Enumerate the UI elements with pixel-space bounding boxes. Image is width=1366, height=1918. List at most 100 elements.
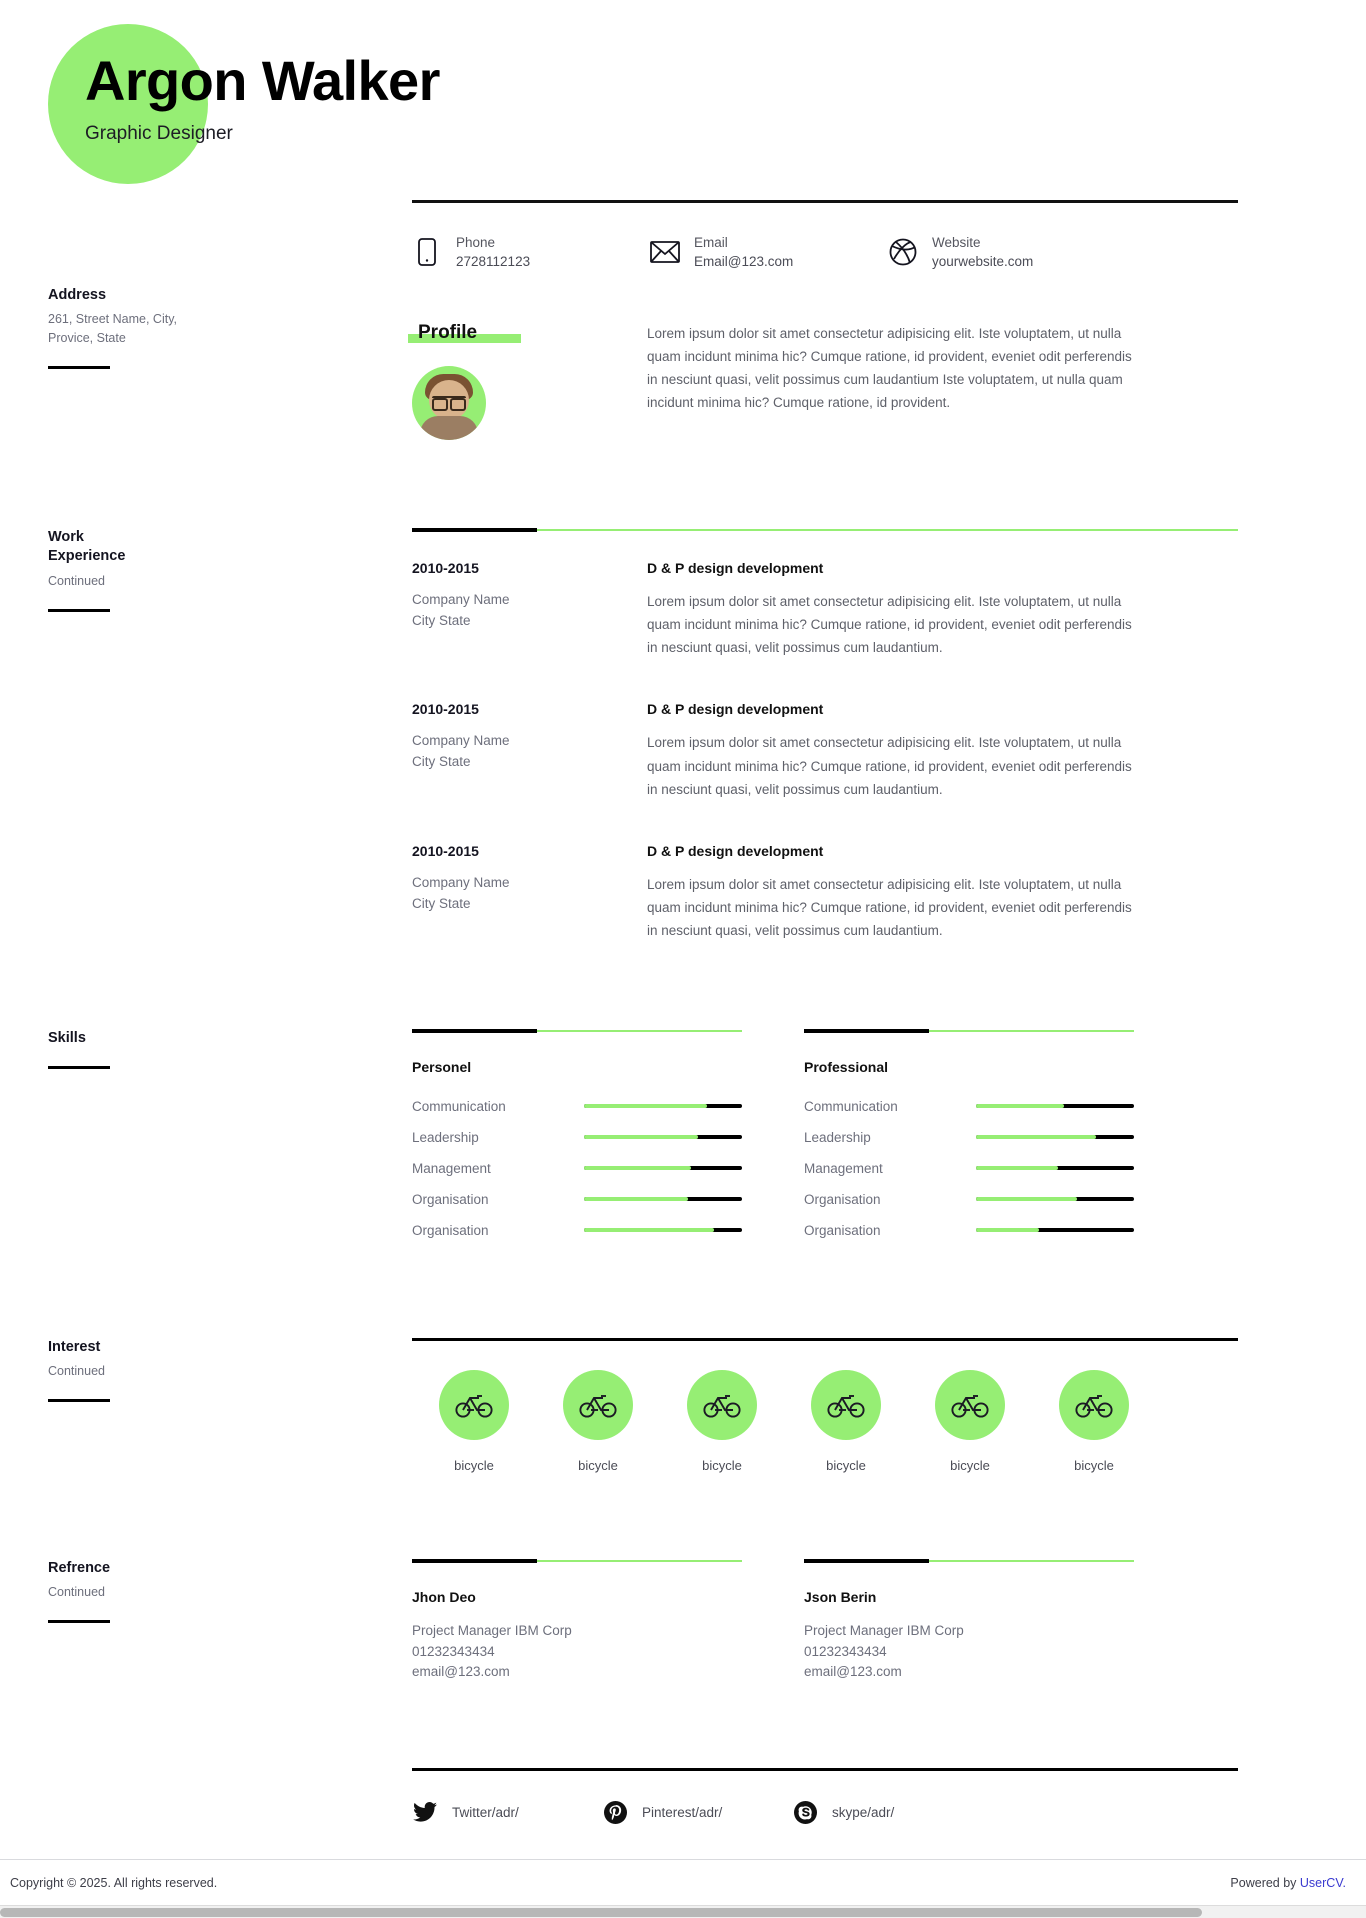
social-item-twitter[interactable]: Twitter/adr/ (412, 1799, 602, 1825)
contact-row: Phone 2728112123 Email (412, 233, 1238, 272)
social-section-divider (412, 1767, 1238, 1771)
pinterest-icon (602, 1799, 628, 1825)
interest-label: bicycle (1074, 1457, 1114, 1473)
sidebar-item-address: Address 261, Street Name, City, Provice,… (48, 286, 412, 369)
skill-row: Management (804, 1161, 1134, 1176)
skill-row: Communication (412, 1099, 742, 1114)
sidebar-title-skills: Skills (48, 1029, 86, 1046)
divider-green (929, 1029, 1134, 1032)
skills-section: Personel Communication Leadership Manage… (412, 1001, 1366, 1254)
interest-label: bicycle (826, 1457, 866, 1473)
reference-role: Project Manager IBM Corp (804, 1622, 964, 1638)
divider-black (412, 1338, 1238, 1341)
sidebar-skills: Skills (0, 1001, 412, 1080)
social-item-skype[interactable]: skype/adr/ (792, 1799, 982, 1825)
work-right: D & P design development Lorem ipsum dol… (647, 560, 1139, 660)
skill-bar-fill (584, 1197, 689, 1202)
skill-group-divider (412, 1028, 742, 1033)
contact-item-website[interactable]: Website yourwebsite.com (888, 233, 1126, 272)
skill-group-professional: Professional Communication Leadership Ma… (804, 1028, 1134, 1254)
skill-bar (976, 1135, 1134, 1140)
skill-name: Organisation (804, 1191, 881, 1207)
spacer (0, 1254, 1366, 1312)
contact-main: Phone 2728112123 Email (412, 200, 1366, 272)
header-divider (412, 200, 1238, 203)
skill-row: Organisation (804, 1192, 1134, 1207)
twitter-icon (412, 1799, 438, 1825)
reference-section: Jhon Deo Project Manager IBM Corp 012323… (412, 1531, 1366, 1684)
bicycle-icon (1059, 1369, 1129, 1440)
reference-email: email@123.com (804, 1664, 902, 1680)
sidebar-sub-interest: Continued (48, 1364, 105, 1379)
bicycle-icon (687, 1369, 757, 1440)
cv-header: Argon Walker Graphic Designer (0, 0, 1366, 200)
interest-label: bicycle (702, 1457, 742, 1473)
work-description: Lorem ipsum dolor sit amet consectetur a… (647, 593, 1132, 656)
divider-black (412, 1028, 537, 1033)
work-company: Company Name City State (412, 591, 510, 628)
reference-card: Json Berin Project Manager IBM Corp 0123… (804, 1558, 1134, 1684)
scrollbar-thumb[interactable] (0, 1908, 1203, 1918)
sidebar-item-work-experience: Work Experience Continued (48, 528, 412, 612)
horizontal-scrollbar[interactable] (0, 1905, 1366, 1918)
skill-bar-fill (584, 1228, 714, 1233)
sidebar-sub-work-experience: Continued (48, 573, 105, 588)
sidebar-item-reference: Refrence Continued (48, 1559, 412, 1623)
interest-item[interactable]: bicycle (784, 1369, 908, 1473)
spacer (0, 1473, 1366, 1531)
skill-group-title: Professional (804, 1058, 889, 1075)
sidebar-rule-address (48, 365, 110, 369)
skill-bar-fill (976, 1228, 1040, 1233)
interest-item[interactable]: bicycle (536, 1369, 660, 1473)
contact-label-email: Email (694, 234, 728, 250)
work-description: Lorem ipsum dolor sit amet consectetur a… (647, 735, 1132, 797)
avatar-glasses-icon (432, 395, 466, 411)
social-item-pinterest[interactable]: Pinterest/adr/ (602, 1799, 792, 1825)
contact-item-phone[interactable]: Phone 2728112123 (412, 233, 650, 272)
skill-name: Communication (804, 1098, 898, 1114)
bicycle-icon (811, 1369, 881, 1440)
skills-section-row: Skills Personel Communication Leadership (0, 1001, 1366, 1254)
work-company: Company Name City State (412, 874, 510, 911)
contact-item-email[interactable]: Email Email@123.com (650, 233, 888, 272)
divider-black (412, 527, 537, 532)
skill-row: Leadership (804, 1130, 1134, 1145)
work-section: 2010-2015 Company Name City State D & P … (412, 498, 1366, 943)
skill-bar-fill (976, 1166, 1059, 1171)
reference-name: Json Berin (804, 1588, 877, 1605)
interest-item[interactable]: bicycle (660, 1369, 784, 1473)
bicycle-icon (439, 1369, 509, 1440)
contact-label-website: Website (932, 234, 981, 250)
divider-black (412, 1558, 537, 1563)
footer-brand-link[interactable]: UserCV. (1299, 1875, 1346, 1890)
interest-row: bicycle bicycle (412, 1369, 1238, 1473)
work-left: 2010-2015 Company Name City State (412, 701, 647, 801)
skill-bar (584, 1166, 742, 1171)
sidebar-item-interest: Interest Continued (48, 1338, 412, 1402)
interest-item[interactable]: bicycle (908, 1369, 1032, 1473)
interest-item[interactable]: bicycle (1032, 1369, 1156, 1473)
work-company: Company Name City State (412, 733, 510, 770)
skill-group-divider (804, 1028, 1134, 1033)
spacer (0, 440, 1366, 498)
footer-copyright: Copyright © 2025. All rights reserved. (10, 1875, 218, 1890)
work-right: D & P design development Lorem ipsum dol… (647, 701, 1139, 801)
contact-value-phone: 2728112123 (456, 254, 531, 270)
sidebar-work: Work Experience Continued (0, 498, 412, 622)
sidebar-item-skills: Skills (48, 1029, 412, 1070)
skill-name: Management (804, 1160, 883, 1176)
work-item: 2010-2015 Company Name City State D & P … (412, 560, 1238, 660)
skill-bar (584, 1135, 742, 1140)
work-role: D & P design development (647, 559, 824, 576)
social-section: Twitter/adr/ Pinterest/adr/ (412, 1741, 1366, 1825)
sidebar-title-interest: Interest (48, 1338, 101, 1355)
work-right: D & P design development Lorem ipsum dol… (647, 843, 1139, 943)
sidebar-address: Address 261, Street Name, City, Provice,… (0, 286, 412, 379)
sidebar-sub-address: 261, Street Name, City, Provice, State (48, 312, 177, 345)
work-item: 2010-2015 Company Name City State D & P … (412, 701, 1238, 801)
interest-item[interactable]: bicycle (412, 1369, 536, 1473)
work-years: 2010-2015 (412, 701, 479, 718)
name-highlight-blob (48, 24, 208, 184)
reference-section-row: Refrence Continued Jhon Deo Project Mana… (0, 1531, 1366, 1684)
